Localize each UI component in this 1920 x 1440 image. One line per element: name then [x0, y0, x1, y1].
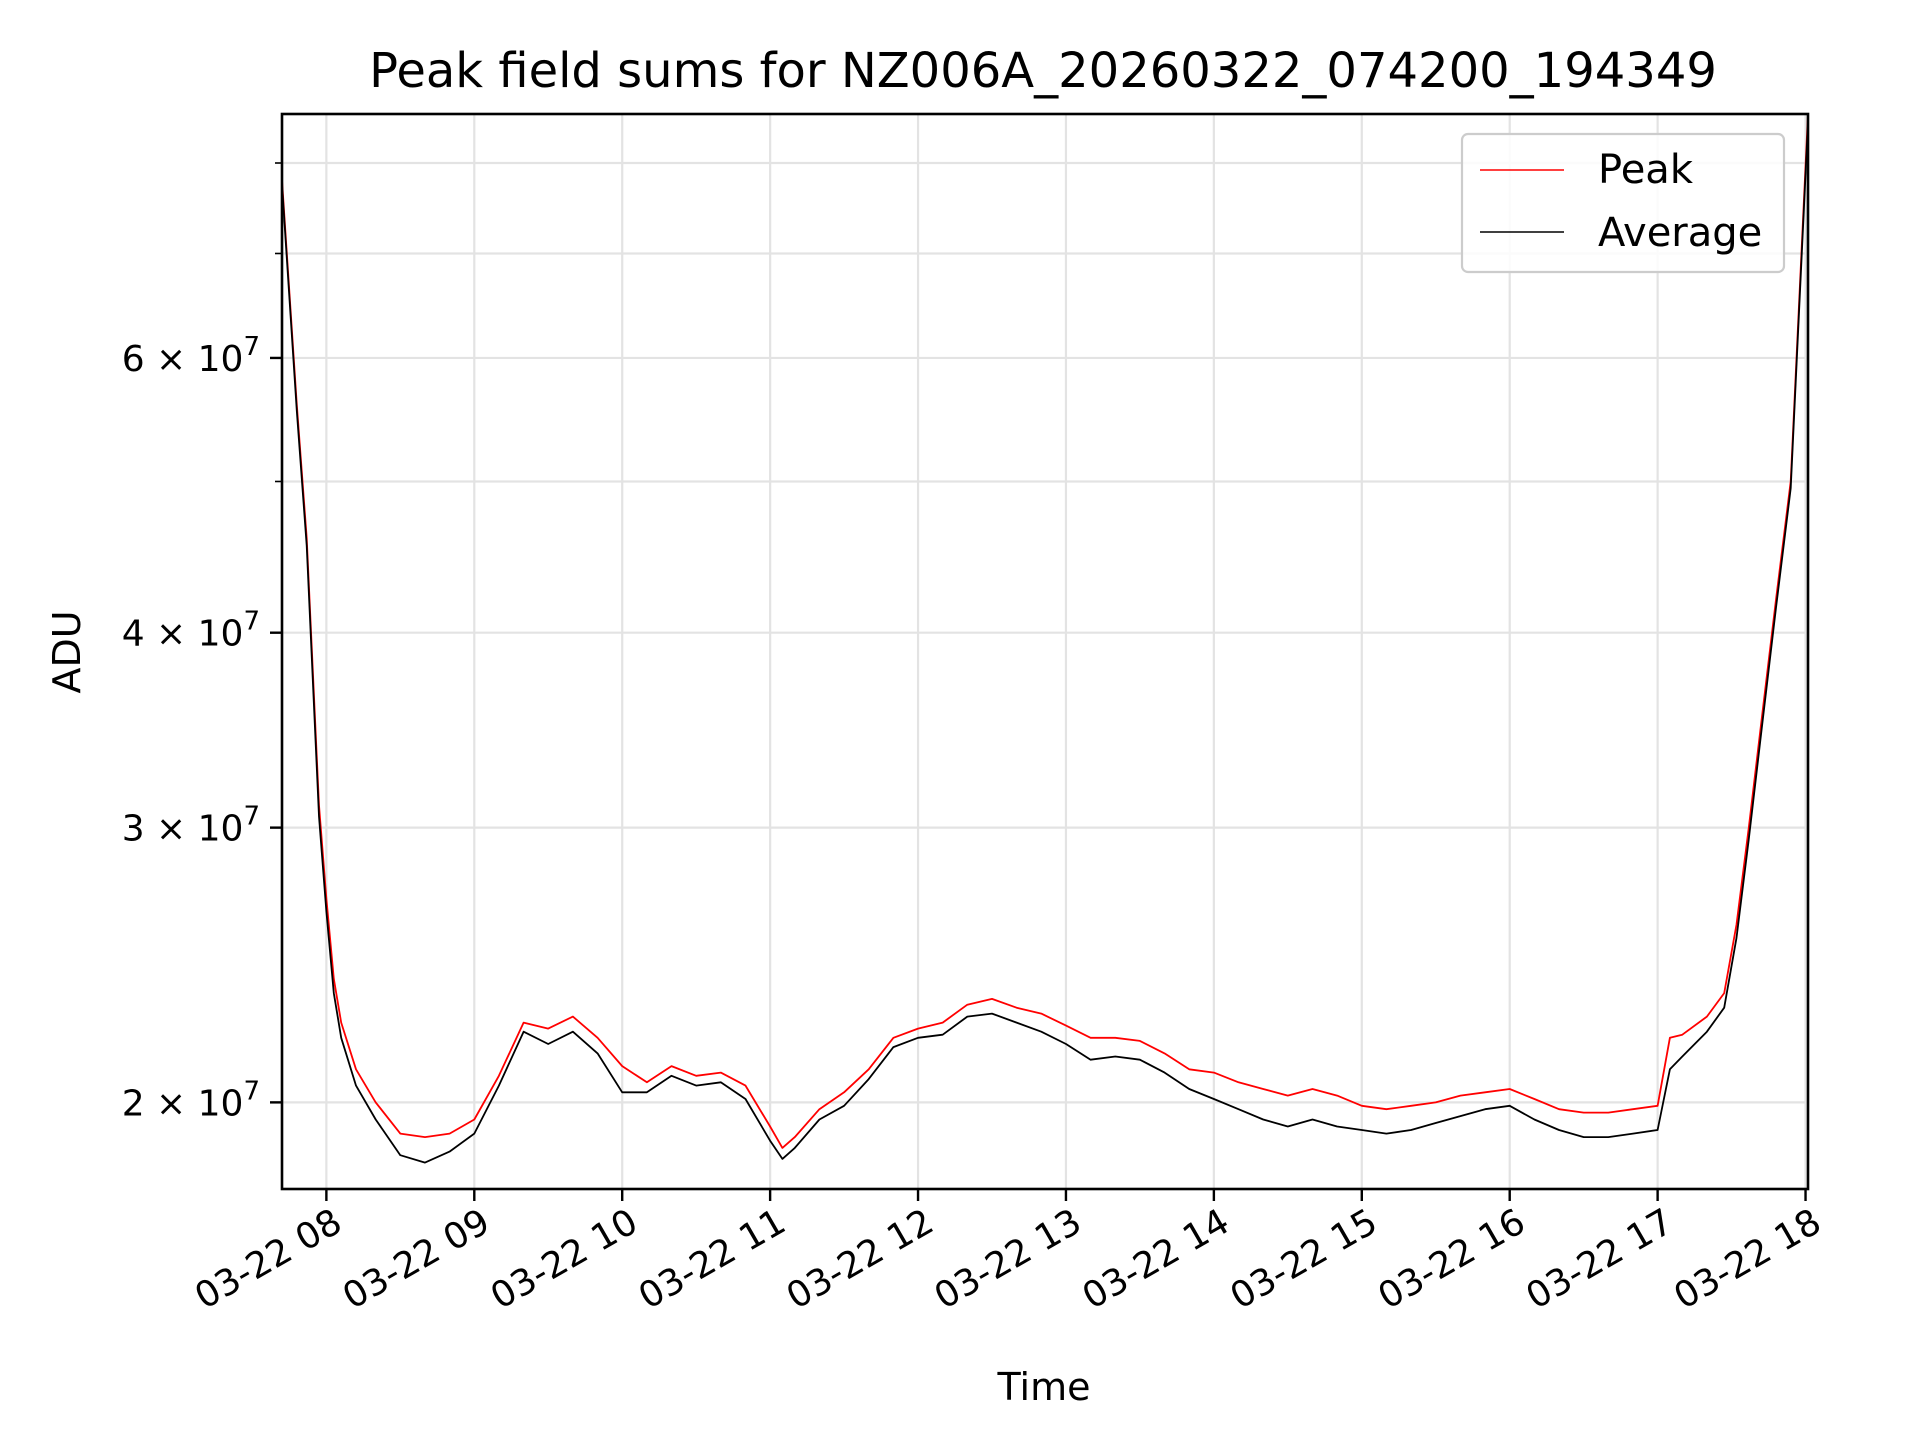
- y-tick-label: 4 × 107: [122, 607, 260, 655]
- legend-average-label: Average: [1598, 210, 1762, 256]
- y-tick-label: 6 × 107: [122, 332, 260, 380]
- grid: [282, 114, 1808, 1189]
- y-tick-exponent: 7: [243, 332, 260, 362]
- legend: Peak Average: [1460, 132, 1786, 274]
- y-axis-label: ADU: [45, 610, 89, 693]
- y-tick-exponent: 7: [243, 607, 260, 637]
- y-tick-mantissa: 6: [122, 339, 145, 380]
- legend-peak-label: Peak: [1598, 147, 1694, 193]
- y-tick-mantissa: 4: [122, 614, 145, 655]
- chart-title: Peak field sums for NZ006A_20260322_0742…: [369, 43, 1717, 99]
- y-tick-label: 2 × 107: [122, 1076, 260, 1124]
- series-layer: [282, 114, 1808, 1164]
- y-tick-mantissa: 3: [122, 809, 145, 850]
- plot-area: [282, 114, 1808, 1164]
- y-tick-label: 3 × 107: [122, 802, 260, 850]
- legend-box: [1460, 132, 1786, 274]
- y-tick-exponent: 7: [243, 1076, 260, 1106]
- y-tick-exponent: 7: [243, 802, 260, 832]
- y-axis-ticks: 2 × 107 3 × 107 4 × 107 6 × 107: [122, 162, 282, 1124]
- axes-frame: [280, 112, 1810, 1191]
- series-line-average: [282, 121, 1808, 1164]
- series-line-peak: [282, 114, 1808, 1149]
- x-axis-label: Time: [997, 1365, 1091, 1409]
- y-tick-mantissa: 2: [122, 1083, 145, 1124]
